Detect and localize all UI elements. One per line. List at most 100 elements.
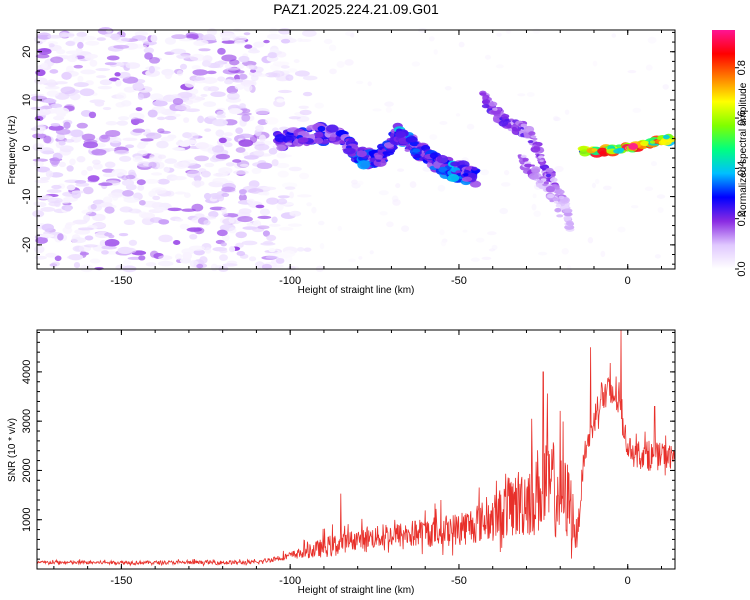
spectrogram-cell	[238, 193, 247, 202]
spectrogram-cell	[306, 202, 312, 207]
spectrogram-cell	[132, 128, 146, 133]
spectrogram-cell	[204, 162, 215, 168]
spectrogram-cell	[492, 107, 497, 111]
spectrogram-cell	[171, 175, 187, 181]
spectrogram-cell	[276, 98, 285, 103]
spectrogram-cell	[49, 69, 59, 74]
spectrogram-cell	[591, 182, 596, 189]
spectrogram-cell	[349, 33, 355, 38]
spectrogram-cell	[412, 148, 421, 153]
spectrogram-cell	[221, 212, 229, 217]
spectrogram-cell	[85, 53, 98, 59]
spectrogram-cell	[265, 117, 279, 125]
y-tick-label: 3000	[21, 409, 33, 433]
spectrogram-cell	[266, 234, 277, 241]
spectrogram-cell	[222, 263, 238, 267]
spectrogram-cell	[397, 168, 405, 172]
spectrogram-cell	[532, 28, 541, 34]
spectrogram-cell	[77, 41, 84, 49]
spectrogram-cell	[259, 134, 266, 142]
spectrogram-cell	[336, 60, 345, 68]
spectrogram-cell	[455, 113, 461, 117]
spectrogram-cell	[217, 60, 224, 65]
spectrogram-cell	[242, 151, 249, 156]
spectrogram-cell	[50, 56, 64, 64]
spectrogram-cell	[110, 33, 121, 41]
spectrogram-cell	[137, 93, 144, 100]
spectrogram-cell	[221, 192, 230, 197]
spectrogram-cell	[156, 161, 165, 169]
spectrogram-cell	[37, 48, 52, 55]
spectrogram-cell	[115, 79, 122, 87]
spectrogram-cell	[156, 140, 169, 149]
spectrogram-cell	[118, 71, 131, 79]
spectrogram-cell	[235, 127, 244, 135]
spectrogram-cell	[522, 157, 529, 162]
spectrogram-cell	[158, 234, 173, 243]
spectrogram-cell	[208, 210, 219, 218]
y-tick-label: 2000	[21, 458, 33, 482]
spectrogram-cell	[238, 73, 248, 80]
spectrogram-cell	[293, 59, 300, 64]
spectrogram-cell	[555, 186, 560, 190]
spectrogram-cell	[379, 211, 388, 216]
spectrogram-cell	[558, 195, 565, 200]
spectrogram-cell	[237, 216, 253, 223]
spectrogram-cell	[196, 263, 204, 269]
spectrogram-cell	[173, 161, 189, 169]
spectrogram-cell	[101, 245, 117, 250]
spectrogram-cell	[212, 177, 228, 184]
x-tick-label: -50	[451, 275, 467, 287]
spectrogram-cell	[392, 198, 401, 206]
spectrogram-cell	[47, 81, 57, 88]
spectrogram-cell	[284, 186, 296, 190]
spectrogram-cell	[394, 130, 406, 138]
spectrogram-cell	[243, 32, 251, 36]
spectrogram-cell	[223, 132, 233, 137]
spectrogram-cell	[233, 170, 249, 175]
spectrogram-cell	[470, 257, 480, 262]
spectrogram-cell	[351, 179, 358, 185]
spectrogram-cell	[481, 256, 492, 260]
spectrogram-cell	[182, 251, 193, 260]
spectrogram-x-ticks: -150 -100 -50 0	[53, 30, 662, 287]
spectrogram-cell	[500, 182, 511, 187]
spectrogram-cell	[252, 220, 262, 228]
spectrogram-cell	[98, 182, 113, 187]
snr-y-ticks: 1000 2000 3000 4000	[21, 331, 675, 560]
y-tick-label: 20	[21, 46, 33, 58]
spectrogram-cell	[105, 120, 118, 126]
spectrogram-cell	[203, 85, 212, 92]
spectrogram-cell	[280, 38, 291, 44]
spectrogram-cell	[455, 170, 462, 174]
spectrogram-cell	[228, 246, 236, 253]
spectrogram-cell	[132, 155, 144, 163]
spectrogram-cell	[66, 54, 78, 63]
spectrogram-cell	[298, 172, 310, 180]
spectrogram-cell	[267, 52, 278, 59]
snr-y-axis-label: SNR (10 * v/v)	[7, 418, 18, 482]
spectrogram-cell	[545, 173, 552, 178]
spectrogram-cell	[73, 82, 89, 88]
colorbar-ticks: 0.0 0.2 0.4 0.6 0.8	[735, 60, 748, 277]
spectrogram-cell	[40, 147, 54, 155]
spectrogram-cell	[660, 137, 673, 146]
spectrogram-cell	[122, 137, 138, 142]
spectrogram-cell	[517, 93, 526, 97]
spectrogram-cell	[53, 107, 70, 115]
spectrogram-cell	[61, 71, 72, 80]
spectrogram-cell	[203, 219, 211, 226]
spectrogram-cell	[59, 145, 74, 153]
x-tick-label: -100	[279, 275, 301, 287]
spectrogram-cell	[532, 137, 538, 141]
spectrogram-cell	[43, 135, 52, 144]
y-tick-label: -10	[21, 189, 33, 205]
spectrogram-cell	[554, 208, 562, 213]
spectrogram-cell	[176, 54, 192, 59]
spectrogram-cell	[234, 40, 246, 45]
spectrogram-y-ticks: -20 -10 0 10 20	[21, 31, 675, 265]
spectrogram-cell	[279, 226, 294, 231]
spectrogram-cell	[298, 105, 309, 109]
spectrogram-cell	[545, 167, 554, 173]
